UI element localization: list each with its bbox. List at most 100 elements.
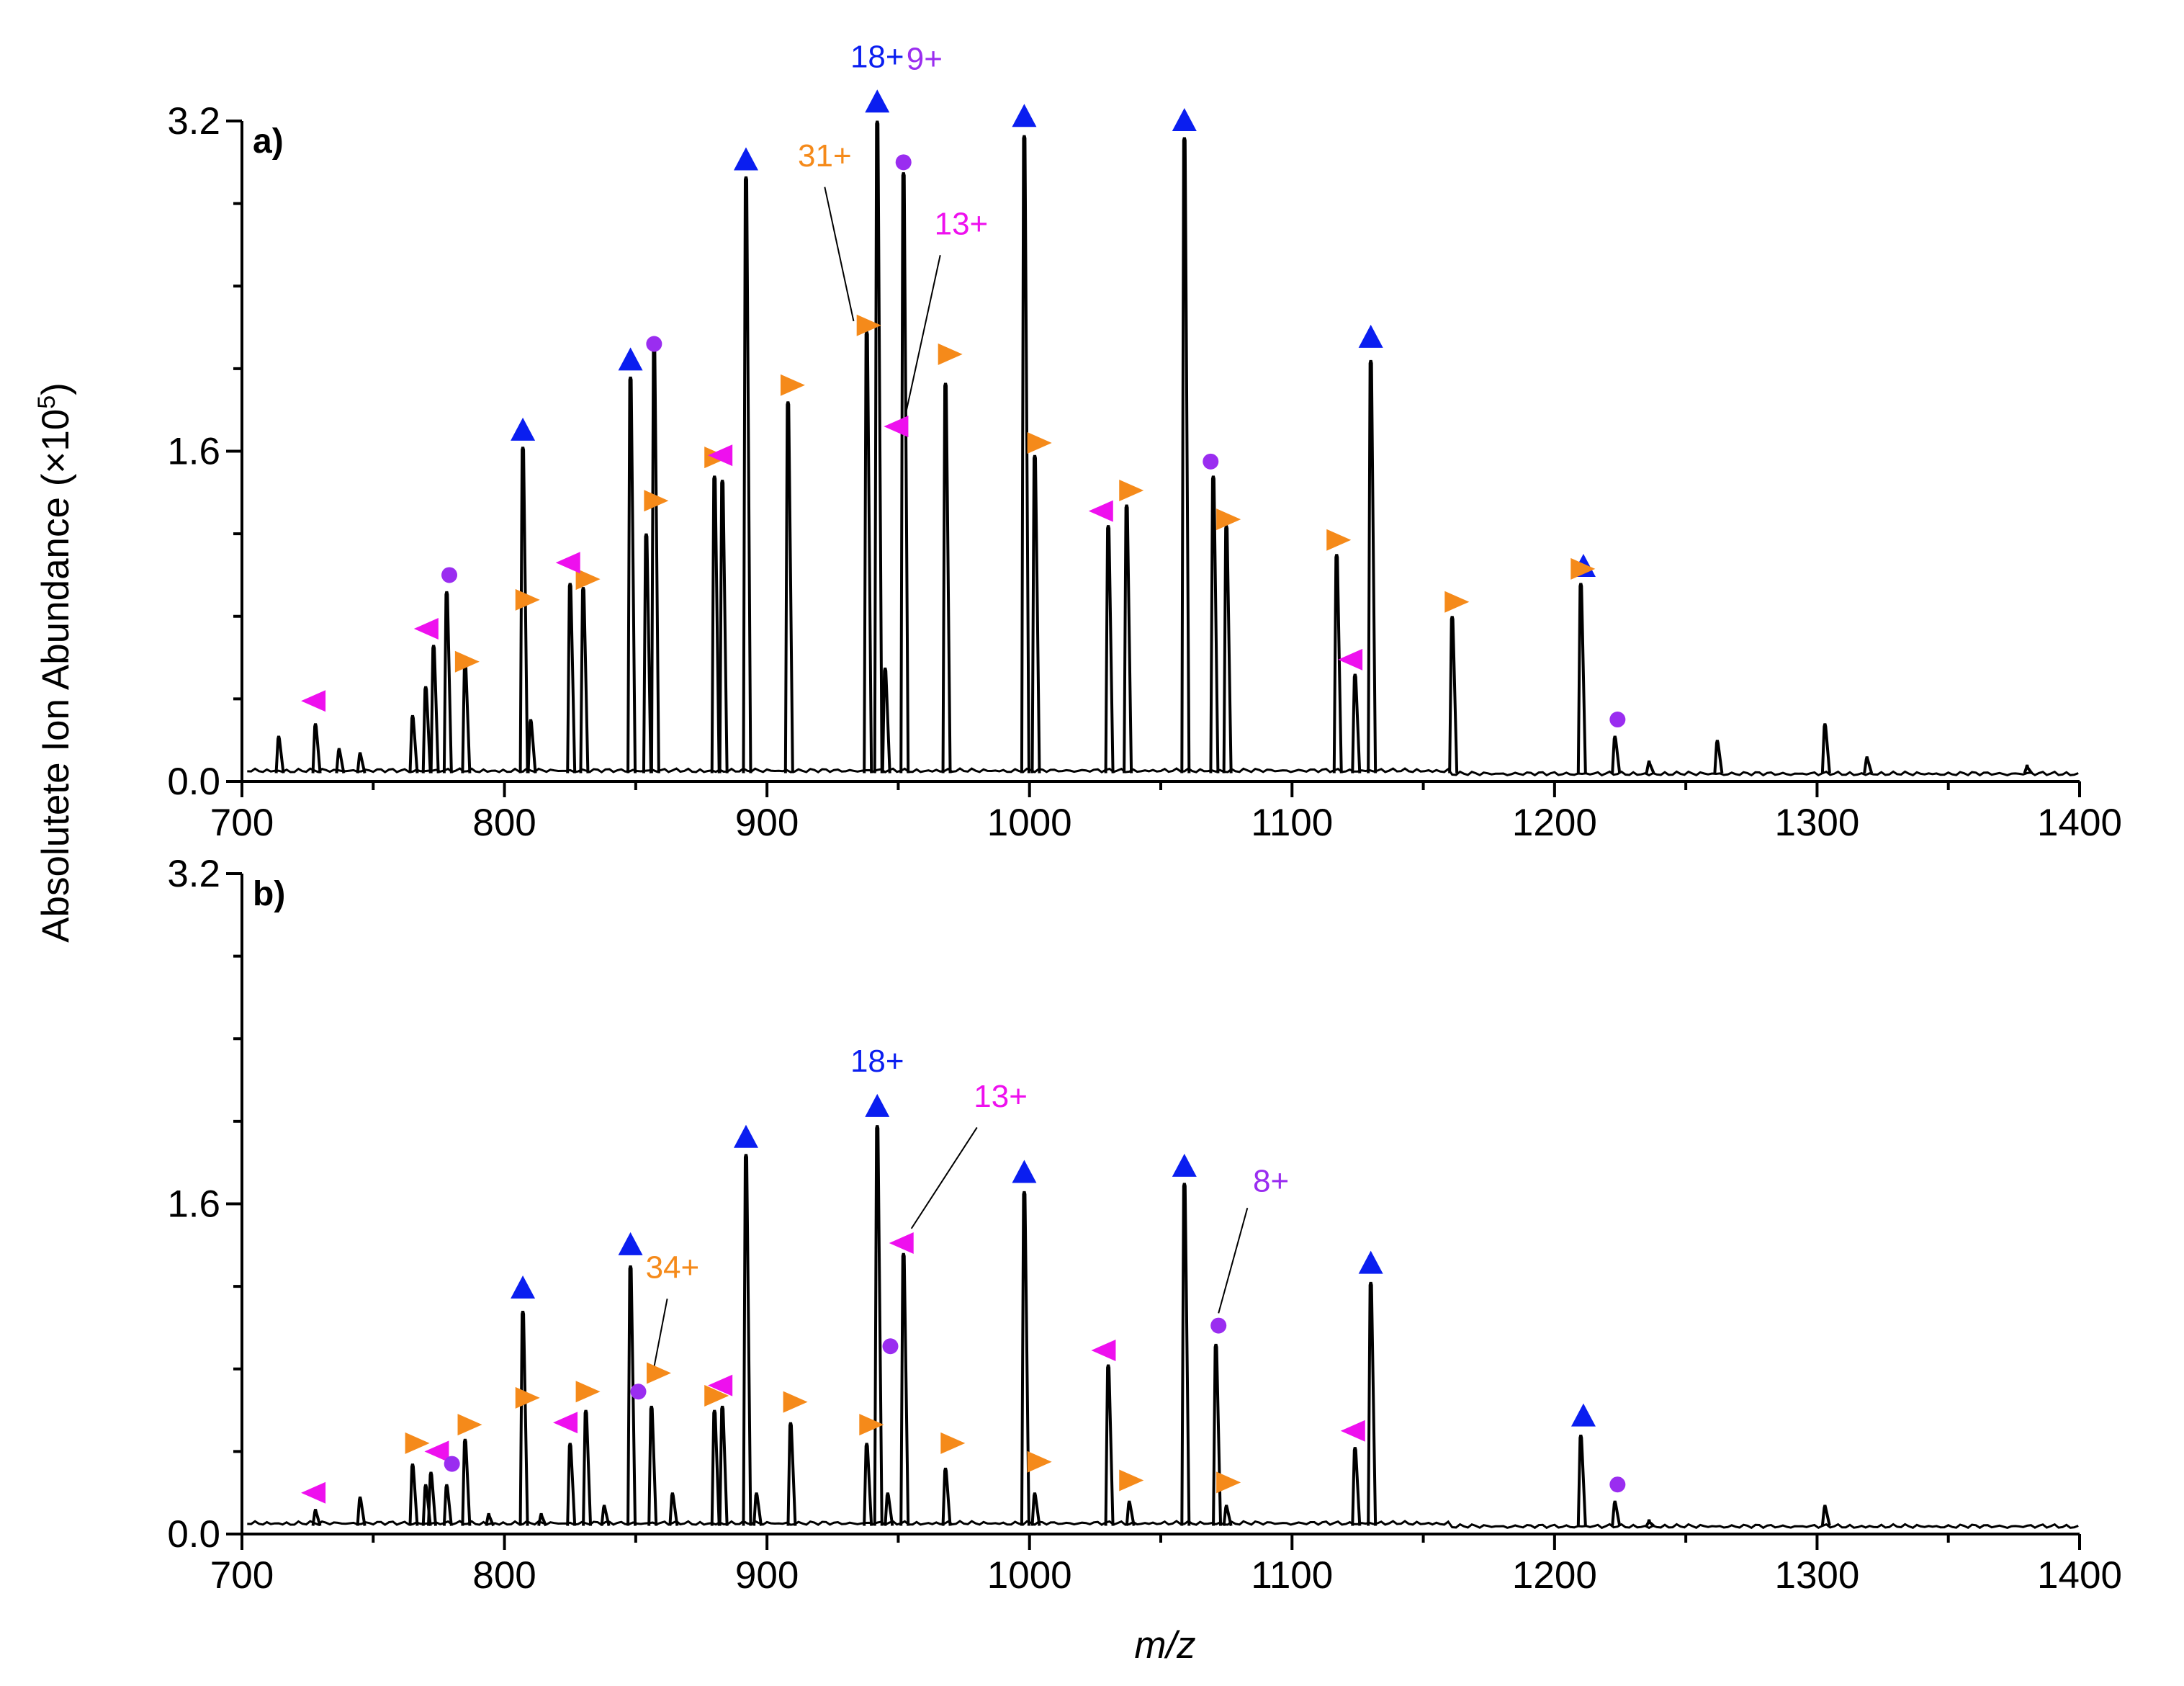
- spectrum-peak: [311, 1509, 322, 1527]
- triangle-left-marker: [301, 1481, 326, 1504]
- spectrum-peak: [899, 172, 910, 774]
- spectrum-peak: [941, 382, 952, 774]
- x-tick-label: 1200: [1512, 1554, 1597, 1597]
- x-tick-label: 1000: [987, 1554, 1072, 1597]
- annotation-leader-line: [910, 1126, 978, 1229]
- spectrum-peak: [1820, 1505, 1831, 1526]
- triangle-left-marker: [1338, 648, 1363, 671]
- triangle-right-marker: [783, 1391, 808, 1413]
- spectrum-peak: [742, 1154, 752, 1526]
- spectrum-peak: [1351, 1447, 1362, 1526]
- x-tick-label: 1100: [1251, 802, 1333, 844]
- spectrum-peak: [1020, 1190, 1030, 1526]
- annotation-leader-line: [1218, 1207, 1249, 1314]
- triangle-right-marker: [1027, 1450, 1052, 1473]
- spectrum-peak: [1123, 504, 1133, 774]
- spectrum-baseline: [247, 1520, 2079, 1530]
- spectrum-peak: [1020, 135, 1030, 774]
- spectrum-peak: [2023, 764, 2034, 774]
- spectrum-peak: [1367, 1281, 1378, 1526]
- y-axis-title: Absolutete Ion Abundance (×105): [33, 382, 77, 943]
- x-tick-label: 1300: [1774, 1554, 1859, 1597]
- triangle-left-marker: [553, 1412, 578, 1434]
- triangle-right-marker: [859, 1414, 884, 1436]
- spectrum-peak: [1222, 1505, 1233, 1526]
- y-axis-title-close: ): [35, 382, 77, 395]
- triangle-up-marker: [511, 1275, 536, 1299]
- triangle-right-marker: [454, 650, 480, 673]
- spectrum-peak: [650, 347, 660, 774]
- triangle-up-marker: [1570, 1403, 1596, 1427]
- charge-state-label: 13+: [974, 1079, 1028, 1114]
- y-tick-label: 3.2: [167, 100, 220, 143]
- spectrum-peak: [873, 120, 884, 774]
- panel-label: b): [253, 875, 285, 913]
- spectrum-peak: [526, 719, 537, 774]
- spectrum-peak: [1212, 1343, 1223, 1526]
- spectrum-peak: [600, 1505, 611, 1526]
- spectrum-peak: [582, 1409, 593, 1526]
- x-tick-label: 900: [735, 1554, 799, 1597]
- triangle-right-marker: [575, 568, 601, 591]
- spectrum-peak: [1645, 760, 1655, 774]
- triangle-right-marker: [1216, 508, 1241, 531]
- spectrum-peak: [1125, 1500, 1136, 1526]
- triangle-up-marker: [618, 347, 643, 371]
- triangle-right-marker: [1444, 591, 1470, 613]
- charge-state-label: 9+: [907, 41, 943, 76]
- spectrum-peak: [426, 1471, 437, 1526]
- spectrum-peak: [1448, 616, 1459, 774]
- panel-a-chart: 700 800 900 1000 1100 1200 1300 1400 0.0 1.6 3.2 a)…: [167, 39, 2122, 844]
- y-tick-label: 0.0: [167, 1513, 220, 1556]
- spectrum-peak: [421, 1484, 432, 1526]
- spectrum-peak: [408, 1463, 419, 1526]
- x-tick-label: 1300: [1774, 802, 1859, 844]
- triangle-right-marker: [515, 1386, 540, 1409]
- spectrum-peak: [485, 1512, 495, 1527]
- spectrum-peak: [941, 1467, 952, 1526]
- spectrum-peak: [566, 1443, 577, 1526]
- spectrum-peak: [1180, 1183, 1191, 1526]
- circle-marker: [1210, 1317, 1227, 1334]
- triangle-up-marker: [1172, 1153, 1197, 1177]
- y-tick-label: 1.6: [167, 1183, 220, 1226]
- spectrum-peak: [626, 1265, 637, 1526]
- x-tick-label: 1200: [1512, 802, 1597, 844]
- spectrum-peak: [873, 1125, 884, 1526]
- triangle-up-marker: [733, 147, 758, 171]
- circle-marker: [441, 567, 458, 583]
- spectrum-peak: [863, 1443, 873, 1526]
- spectrum-peak: [626, 376, 637, 774]
- triangle-left-marker: [708, 444, 733, 467]
- spectrum-peak: [311, 723, 322, 774]
- triangle-right-marker: [938, 343, 963, 365]
- circle-marker: [646, 336, 662, 352]
- spectrum-peak: [710, 475, 721, 774]
- triangle-up-marker: [865, 89, 890, 113]
- triangle-left-marker: [424, 1440, 449, 1463]
- svg-text:Absolutete Ion Abundance (×105: Absolutete Ion Abundance (×105): [33, 382, 77, 943]
- spectrum-peak: [752, 1492, 763, 1526]
- x-tick-label: 1400: [2037, 1554, 2122, 1597]
- spectrum-peak: [884, 1492, 894, 1526]
- x-axis-title: m/z: [1134, 1624, 1195, 1667]
- x-tick-label: 800: [472, 1554, 536, 1597]
- spectrum-peak: [783, 401, 794, 774]
- triangle-right-marker: [1570, 557, 1596, 580]
- spectrum-peak: [1820, 723, 1831, 774]
- y-axis-title-main: Absolutete Ion Abundance (×10: [35, 409, 77, 943]
- annotation-leader-line: [653, 1299, 668, 1368]
- spectrum-peak: [442, 591, 453, 774]
- triangle-up-marker: [1012, 1160, 1037, 1183]
- spectrum-peak: [579, 587, 590, 774]
- triangle-left-marker: [301, 690, 326, 712]
- y-tick-label: 0.0: [167, 761, 220, 803]
- spectrum-peak: [881, 667, 891, 774]
- x-tick-label: 900: [735, 802, 799, 844]
- spectrum-peak: [1351, 673, 1362, 774]
- spectrum-peak: [566, 583, 577, 774]
- triangle-right-marker: [1119, 479, 1144, 501]
- y-tick-label: 3.2: [167, 853, 220, 895]
- spectrum-peak: [274, 735, 285, 774]
